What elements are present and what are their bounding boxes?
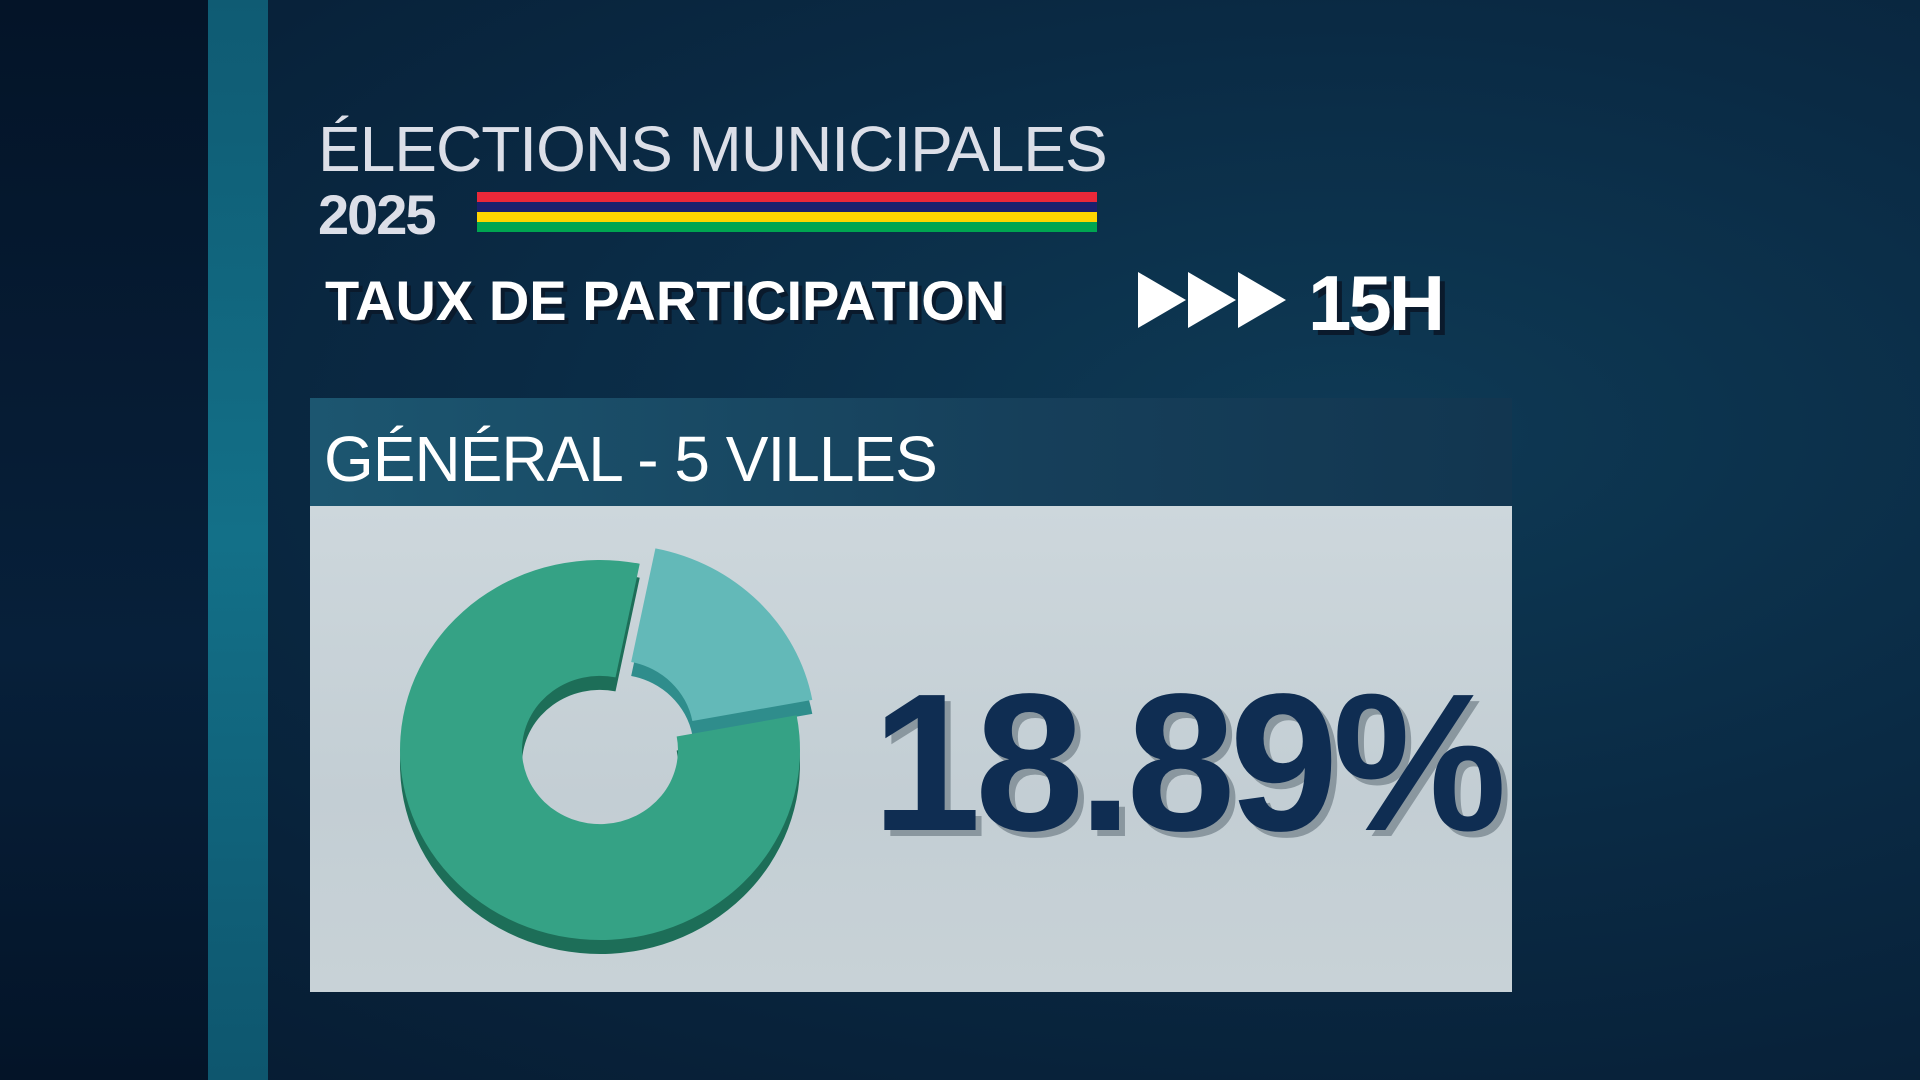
subtitle: TAUX DE PARTICIPATION: [325, 269, 1006, 332]
panel-title: GÉNÉRAL - 5 VILLES: [324, 423, 938, 495]
percentage-label: 18.89%: [872, 653, 1507, 872]
donut-chart: [400, 548, 813, 954]
decorative-band: [208, 0, 268, 1080]
flag-stripes: [477, 192, 1097, 232]
time-label: 15H: [1308, 259, 1445, 347]
pie-slice-participation: [631, 548, 813, 722]
flag-stripe-green: [477, 222, 1097, 232]
election-year: 2025: [318, 183, 437, 246]
flag-stripe-red: [477, 192, 1097, 202]
pie-slice-remaining: [400, 560, 800, 940]
page-title: ÉLECTIONS MUNICIPALES: [318, 113, 1108, 185]
background-left-strip: [0, 0, 208, 1080]
flag-stripe-blue: [477, 202, 1097, 212]
panel-header: GÉNÉRAL - 5 VILLES: [310, 398, 1512, 506]
flag-stripe-yellow: [477, 212, 1097, 222]
triple-arrow-icon: [1138, 272, 1288, 328]
